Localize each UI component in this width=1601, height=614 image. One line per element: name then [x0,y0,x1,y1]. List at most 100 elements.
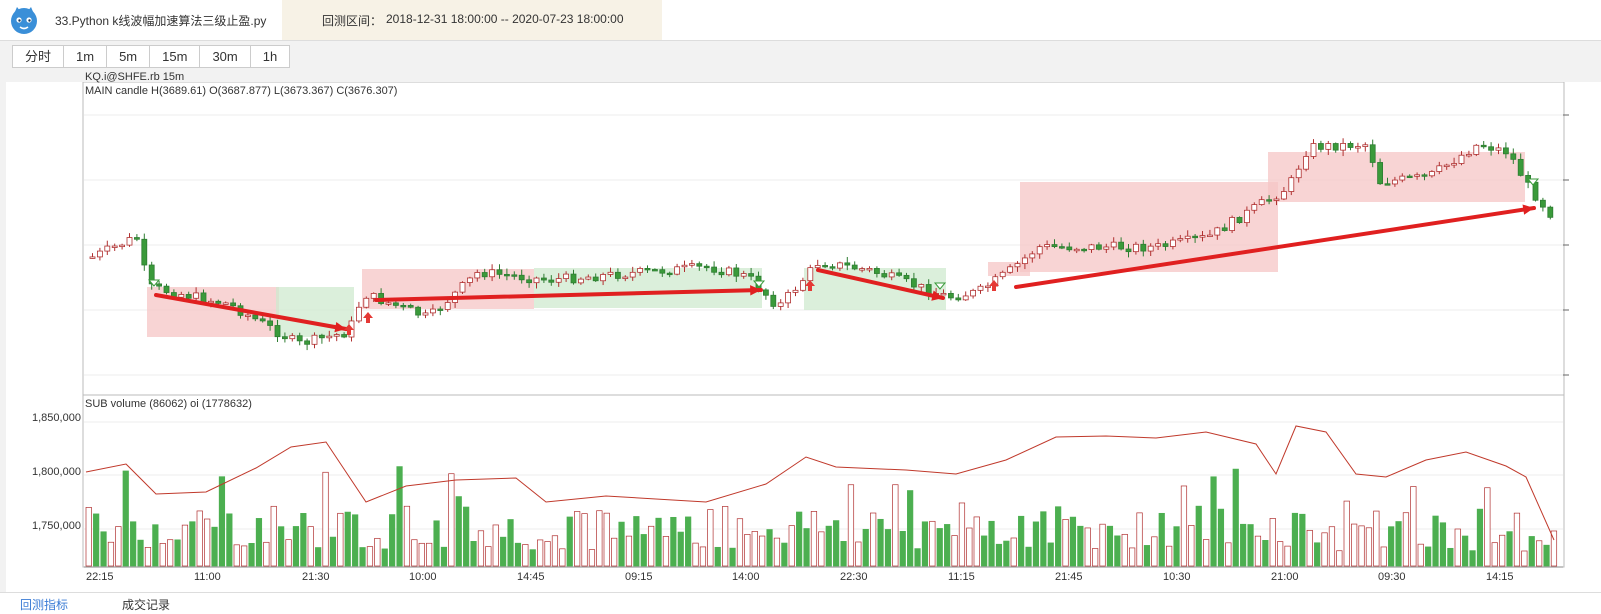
candle-body [607,271,614,275]
volume-bar [596,510,603,567]
candle-body [1325,143,1332,150]
volume-bar [1195,505,1202,567]
volume-bar [966,527,973,567]
volume-bar [1151,536,1158,567]
volume-bar [1277,541,1284,567]
volume-bar [1136,512,1143,567]
period-button-1m[interactable]: 1m [63,45,108,68]
tab-backtest-indicators[interactable]: 回测指标 [20,598,69,612]
volume-bar [107,541,115,567]
candle-body [970,289,976,297]
volume-bar [196,510,203,567]
period-button-15m[interactable]: 15m [149,45,201,68]
x-axis-tick: 14:15 [1486,571,1514,583]
period-button-30m[interactable]: 30m [199,45,251,68]
candle-body [1532,181,1539,201]
candle-body [1347,143,1354,148]
candle-body [940,293,947,296]
volume-bar [951,535,958,567]
volume-bar [1188,525,1195,567]
volume-bar [1395,521,1402,567]
candle-body [267,320,274,326]
position-zone [1268,152,1525,202]
candle-body [318,334,325,339]
volume-bar [862,528,869,567]
candle-body [1088,244,1095,250]
kline-chart[interactable]: KQ.i@SHFE.rb 15m MAIN candle H(3689.61) … [6,71,1601,592]
candle-body [370,293,377,299]
candle-body [200,292,207,303]
volume-bar [1402,512,1410,567]
volume-bar [1521,550,1528,567]
candle-body [600,274,606,282]
period-button-intraday[interactable]: 分时 [12,45,65,68]
file-title: 33.Python k线波幅加速算法三级止盈.py [55,14,267,28]
volume-bar [233,544,240,567]
volume-bar [921,521,929,567]
candle-body [1162,243,1169,247]
candle-body [888,272,895,278]
period-button-5m[interactable]: 5m [106,45,151,68]
volume-bar [1314,542,1321,567]
candle-body [1510,153,1517,160]
candle-body [1059,246,1065,249]
trade-arrow-head [1522,204,1534,215]
candle-body [763,289,769,296]
volume-bar [403,505,411,567]
tab-trade-records[interactable]: 成交记录 [122,598,171,612]
volume-bar [263,541,270,567]
volume-bar [1210,476,1217,567]
period-button-1h[interactable]: 1h [249,45,291,68]
candle-body [696,263,703,267]
candle-body [1103,246,1110,250]
candle-body [896,272,902,276]
candle-body [1207,234,1213,237]
candle-body [178,294,185,298]
candle-body [230,302,237,307]
volume-bar [522,544,529,567]
candle-body [822,265,828,268]
candle-body [903,274,910,280]
volume-bar [1410,486,1417,567]
candle-body [1340,143,1346,151]
candle-body [1251,204,1258,211]
volume-bar [418,542,425,567]
volume-bar [485,546,492,567]
candle-body [1458,154,1465,164]
volume-bar [315,547,322,567]
volume-bar [1432,515,1439,567]
volume-bar [1143,545,1151,567]
volume-bar [1055,506,1062,567]
volume-bar [559,548,566,567]
candle-body [259,318,266,322]
volume-bar [981,535,988,567]
candle-body [814,265,821,269]
candle-body [711,266,717,273]
candle-body [215,300,222,304]
volume-bar [1336,550,1343,567]
candle-body [637,268,643,273]
candle-body [962,295,969,301]
candle-body [437,308,444,311]
candle-body [1517,158,1524,176]
volume-bar [736,518,744,567]
candle-body [548,279,555,283]
candle-body [1480,144,1487,148]
chart-canvas[interactable] [6,82,1601,592]
volume-bar [1269,518,1276,567]
volume-bar [1180,485,1188,567]
candle-body [1473,144,1480,155]
volume-bar [840,541,847,567]
volume-bar [544,541,551,567]
volume-bar [1373,510,1380,567]
x-axis-tick: 22:30 [840,571,868,583]
candle-body [415,306,422,316]
candle-body [1429,171,1435,177]
candle-body [1221,227,1228,231]
volume-bar [411,539,418,567]
candle-body [859,268,865,271]
volume-bar [374,537,381,567]
volume-bar [796,511,803,567]
volume-bar [1077,525,1084,567]
volume-bar [1047,542,1054,567]
